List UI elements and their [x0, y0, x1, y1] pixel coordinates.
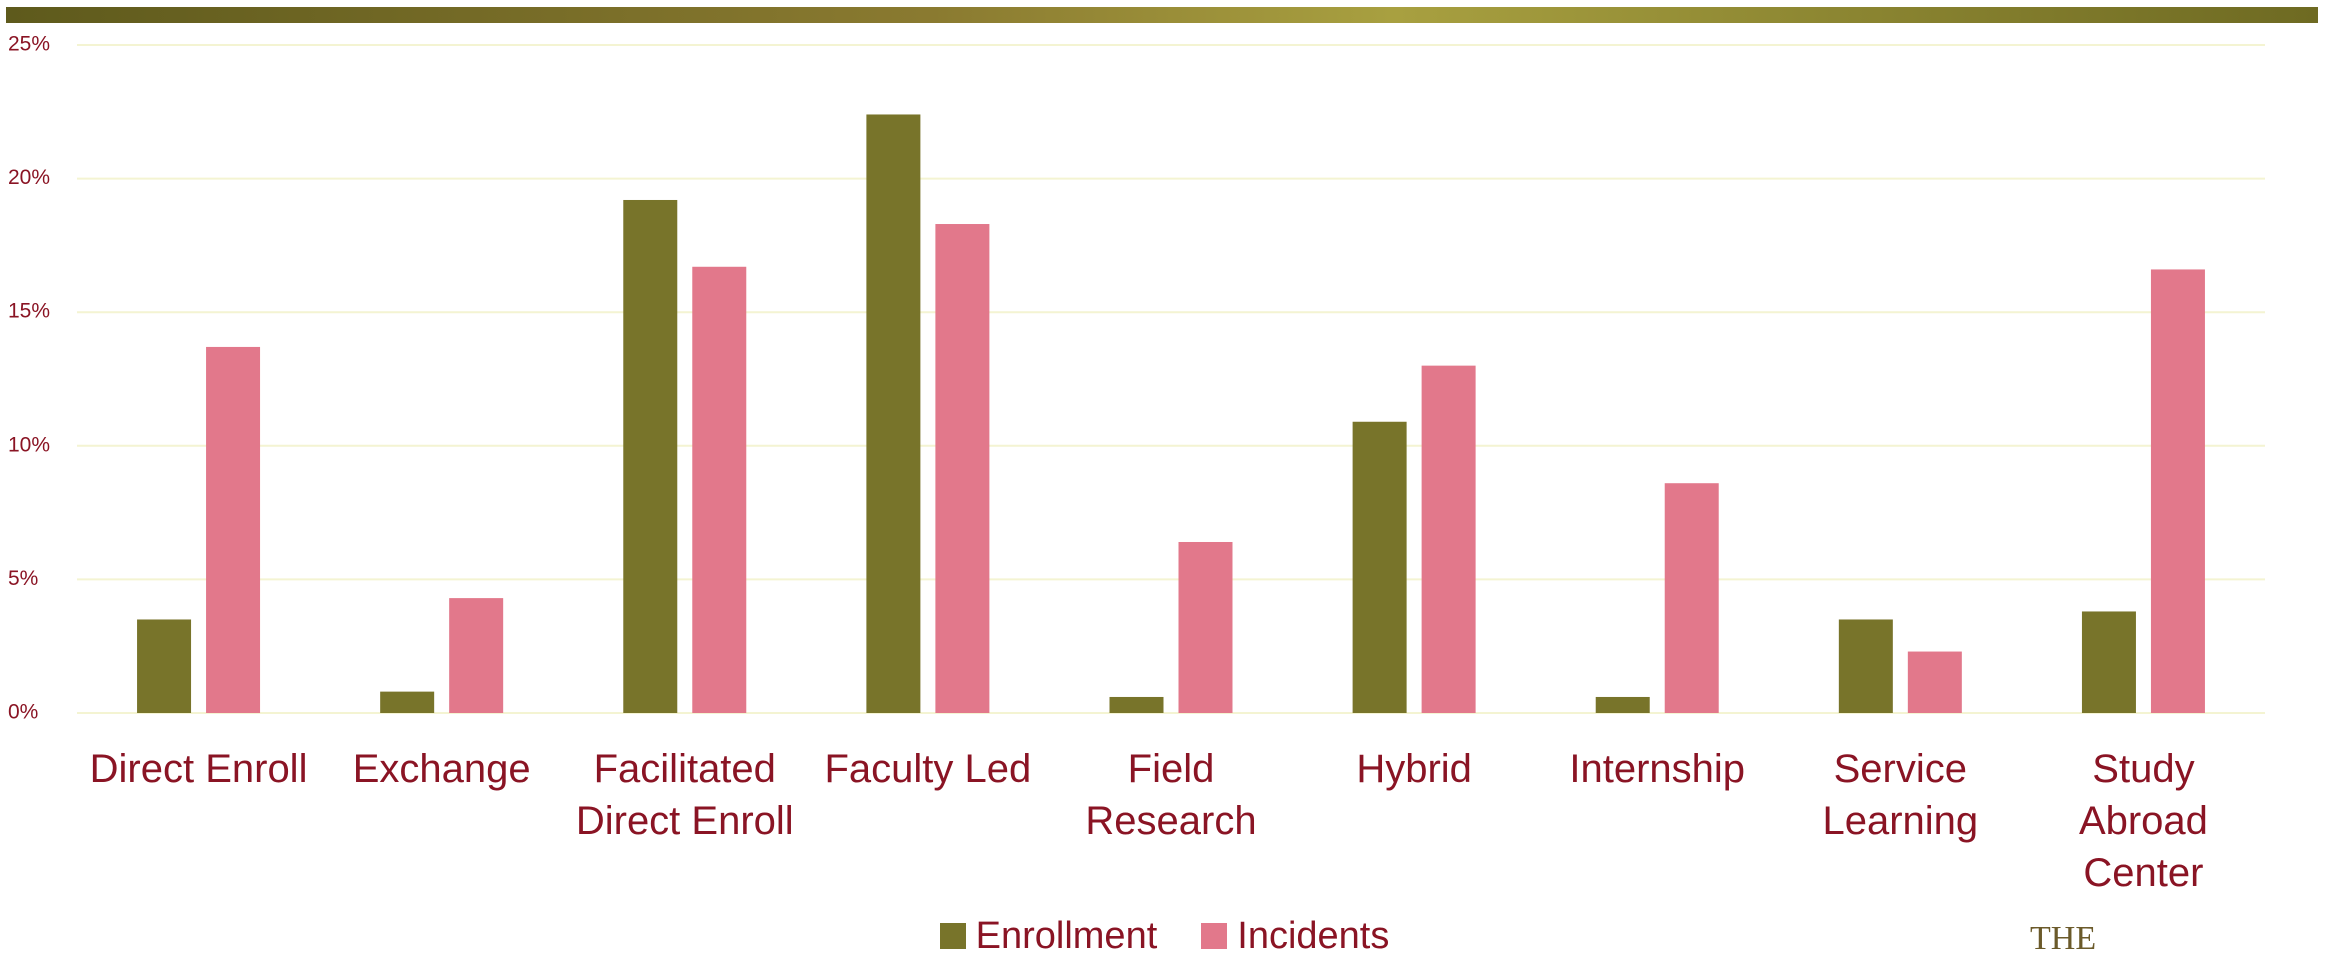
bar	[1664, 483, 1719, 713]
x-tick-label: Internship	[1569, 747, 1746, 791]
y-tick-label: 15%	[8, 300, 50, 323]
x-tick-label: Exchange	[352, 747, 531, 791]
bar	[623, 199, 678, 713]
legend-item: Enrollment	[939, 914, 1158, 956]
y-tick-label: 0%	[8, 701, 38, 724]
bar	[449, 598, 504, 713]
x-tick-label: Hybrid	[1356, 747, 1472, 791]
legend-swatch	[1201, 923, 1228, 949]
y-tick-label: 25%	[8, 33, 50, 56]
legend: Enrollment Incidents	[0, 914, 2329, 956]
bar	[206, 346, 261, 713]
bar	[1352, 421, 1407, 713]
y-tick-label: 5%	[8, 567, 38, 590]
x-tick-label: Faculty Led	[824, 747, 1032, 791]
bar	[935, 224, 990, 714]
legend-label: Enrollment	[975, 915, 1158, 956]
bar	[380, 691, 435, 713]
bar	[1178, 541, 1233, 713]
bar	[1421, 365, 1476, 713]
logo-text: THE	[2030, 920, 2097, 956]
x-tick-label: Field Research	[1085, 747, 1257, 843]
top-bar	[6, 7, 2318, 23]
legend-item: Incidents	[1201, 914, 1389, 956]
bar	[2150, 269, 2205, 713]
bar	[137, 619, 192, 713]
y-tick-label: 10%	[8, 433, 50, 456]
bar	[1109, 696, 1164, 713]
y-tick-label: 20%	[8, 166, 50, 189]
bar	[692, 266, 747, 713]
bar	[1595, 696, 1650, 713]
x-tick-label: Service Learning	[1822, 747, 1979, 843]
bar	[866, 114, 921, 714]
x-tick-label: Study Abroad Center	[2078, 747, 2208, 895]
legend-swatch	[939, 923, 966, 949]
x-tick-label: Direct Enroll	[89, 747, 308, 791]
bar	[2081, 611, 2136, 713]
x-tick-label: Facilitated Direct Enroll	[575, 747, 794, 843]
legend-label: Incidents	[1237, 915, 1390, 956]
bar	[1907, 651, 1962, 713]
bar	[1838, 619, 1893, 713]
